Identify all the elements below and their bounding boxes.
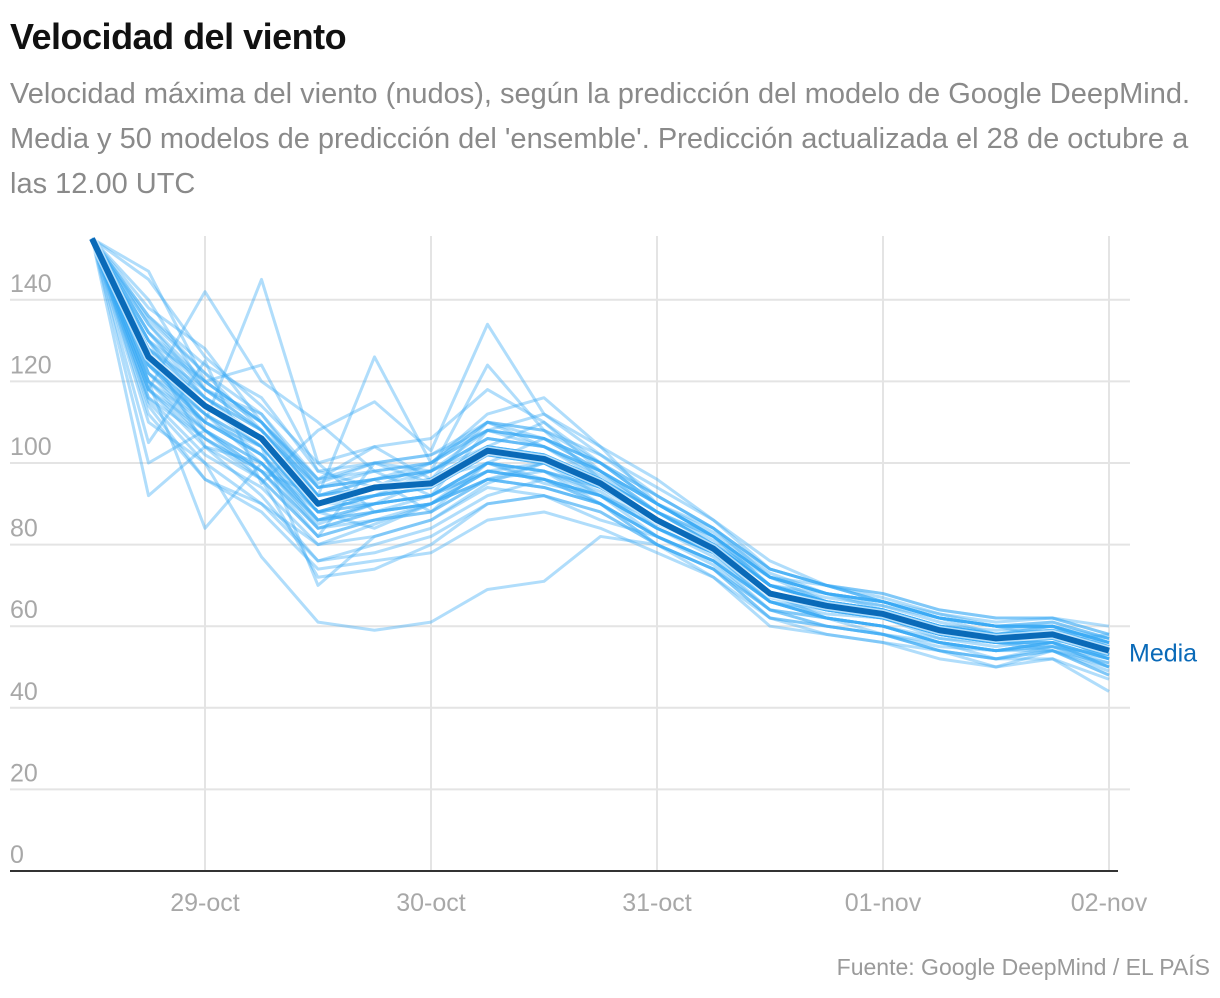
grid bbox=[10, 236, 1130, 871]
mean-label: Media bbox=[1129, 640, 1197, 668]
ensemble-member-line bbox=[90, 238, 1110, 693]
ensemble-member-line bbox=[90, 238, 1110, 669]
y-tick-label: 100 bbox=[10, 433, 52, 461]
x-tick-label: 29-oct bbox=[170, 889, 240, 917]
ensemble-member-line bbox=[90, 237, 1110, 665]
mean-line-group: Media bbox=[87, 236, 1197, 668]
ensemble-member-line bbox=[90, 238, 1110, 677]
ensemble-member-line bbox=[90, 237, 1110, 636]
chart-title: Velocidad del viento bbox=[10, 16, 347, 57]
ensemble-member-line bbox=[90, 238, 1110, 657]
chart-subtitle: Velocidad máxima del viento (nudos), seg… bbox=[10, 78, 1191, 200]
ensemble-member-line bbox=[90, 237, 1110, 649]
ensemble-member-line bbox=[90, 238, 1110, 669]
ensemble-member-line bbox=[90, 238, 1110, 644]
y-tick-label: 80 bbox=[10, 515, 38, 543]
ensemble-member-line bbox=[90, 238, 1110, 677]
ensemble-member-line bbox=[90, 238, 1110, 645]
ensemble-member-line bbox=[90, 237, 1110, 644]
ensemble-lines bbox=[90, 237, 1110, 693]
ensemble-member-line bbox=[90, 237, 1110, 681]
ensemble-member-line bbox=[91, 237, 1110, 628]
ensemble-member-line bbox=[90, 237, 1110, 640]
axes: 0 20 40 60 80 100 120 140 29-oct 30-oct 31-oct 01-n… bbox=[10, 270, 1148, 917]
y-tick-label: 140 bbox=[10, 270, 52, 298]
y-tick-label: 40 bbox=[10, 678, 38, 706]
ensemble-member-line bbox=[90, 237, 1110, 669]
ensemble-member-line bbox=[90, 237, 1110, 653]
x-tick-label: 02-nov bbox=[1071, 889, 1148, 917]
ensemble-member-line bbox=[90, 237, 1110, 640]
source-note: Fuente: Google DeepMind / EL PAÍS bbox=[836, 954, 1210, 980]
ensemble-member-line bbox=[90, 237, 1110, 640]
ensemble-member-line bbox=[90, 237, 1110, 644]
ensemble-member-line bbox=[90, 238, 1110, 673]
ensemble-member-line bbox=[90, 238, 1110, 665]
y-tick-label: 60 bbox=[10, 596, 38, 624]
y-tick-label: 0 bbox=[10, 841, 24, 869]
mean-line bbox=[89, 237, 1110, 654]
x-tick-label: 31-oct bbox=[622, 889, 692, 917]
y-tick-label: 20 bbox=[10, 759, 38, 787]
ensemble-member-line bbox=[90, 237, 1110, 644]
ensemble-member-line bbox=[90, 238, 1110, 661]
ensemble-member-line bbox=[90, 237, 1110, 636]
x-tick-label: 01-nov bbox=[845, 889, 922, 917]
x-tick-label: 30-oct bbox=[396, 889, 466, 917]
ensemble-member-line bbox=[90, 237, 1110, 640]
y-tick-label: 120 bbox=[10, 351, 52, 379]
ensemble-member-line bbox=[90, 238, 1110, 661]
